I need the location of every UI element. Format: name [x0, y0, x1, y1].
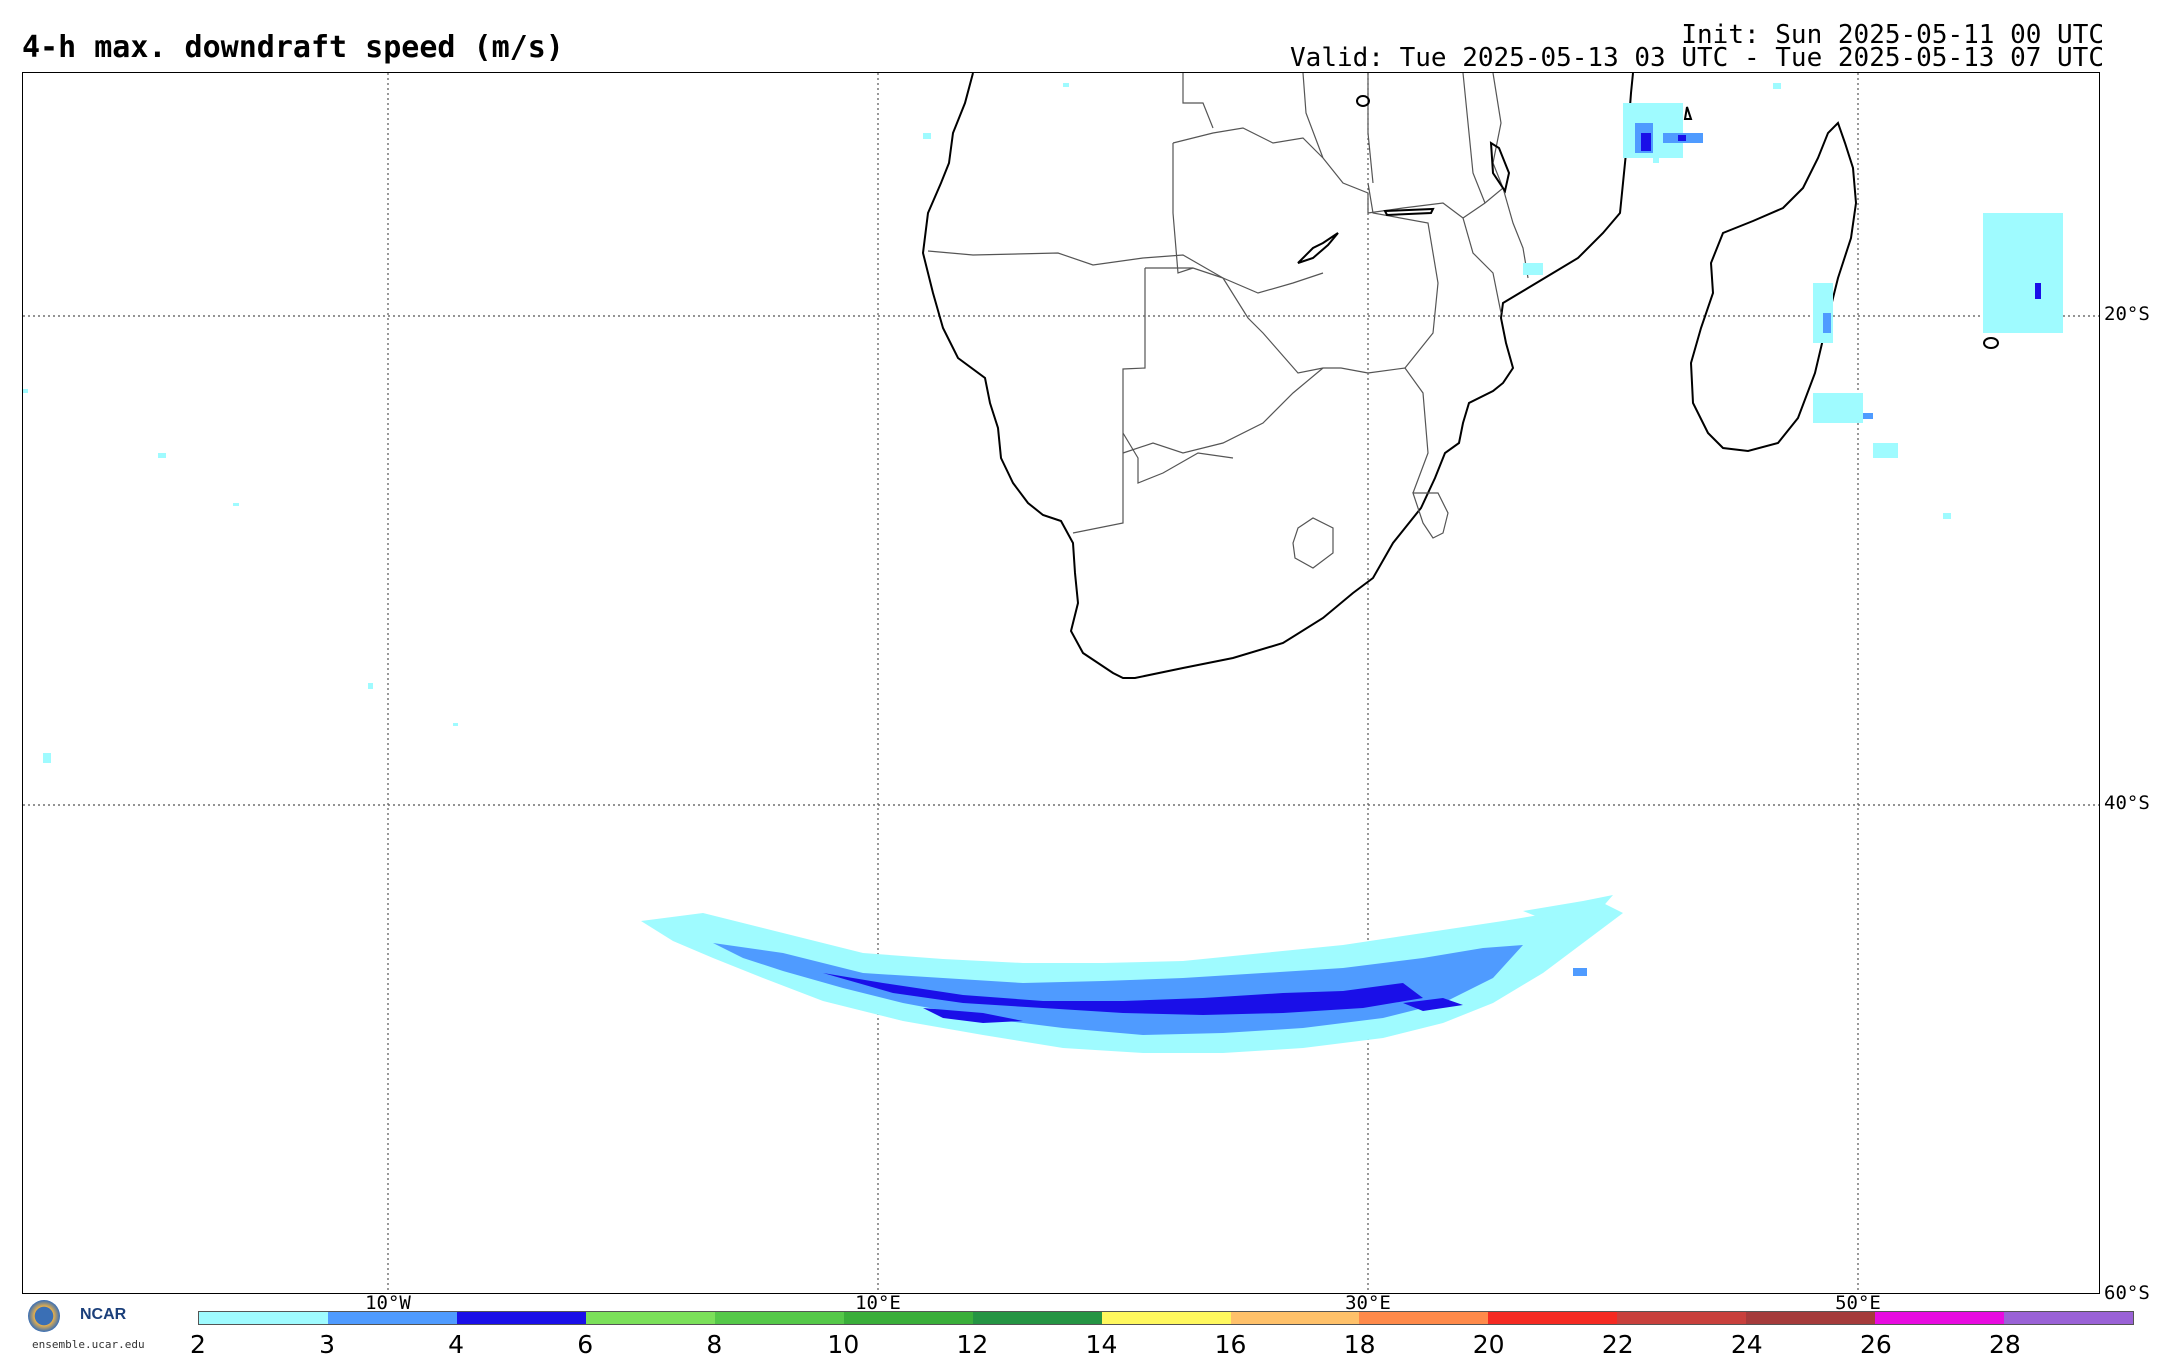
colorbar-tick-label: 2 — [190, 1330, 206, 1359]
colorbar-tick-label: 24 — [1730, 1330, 1763, 1359]
colorbar-tick-label: 6 — [577, 1330, 594, 1359]
colorbar-tick-label: 3 — [319, 1330, 336, 1359]
init-time: Init: Sun 2025-05-11 00 UTC — [1681, 20, 2104, 50]
colorbar-swatch — [327, 1312, 457, 1324]
colorbar-swatch — [1746, 1312, 1876, 1324]
colorbar-tick-label: 16 — [1214, 1330, 1247, 1359]
map-title: 4-h max. downdraft speed (m/s) — [22, 30, 564, 65]
lon-label-10w: 10°W — [365, 1292, 411, 1314]
colorbar-tick-label: 8 — [706, 1330, 723, 1359]
scattered-cells-strong — [1641, 133, 2041, 299]
colorbar-swatch — [1875, 1312, 2005, 1324]
nsf-seal-icon — [28, 1300, 60, 1332]
colorbar-swatch — [714, 1312, 844, 1324]
reunion-outline — [1983, 337, 1999, 349]
scattered-cells — [23, 83, 2063, 763]
valid-time: Valid: Tue 2025-05-13 03 UTC - Tue 2025-… — [1290, 43, 2104, 73]
lat-label-20s: 20°S — [2104, 303, 2150, 325]
comoros-outline — [1683, 106, 1693, 120]
colorbar-swatch — [1230, 1312, 1360, 1324]
map-canvas — [23, 73, 2099, 1293]
lake-cahora — [1383, 207, 1435, 217]
colorbar-swatch — [843, 1312, 973, 1324]
colorbar-tick-label: 20 — [1472, 1330, 1505, 1359]
colorbar-swatch — [456, 1312, 586, 1324]
scattered-cells-mid — [1573, 123, 1873, 976]
logo-url: ensemble.ucar.edu — [32, 1338, 145, 1351]
colorbar-swatch — [199, 1312, 328, 1324]
lake-malawi — [1489, 141, 1511, 194]
madagascar-coastline — [1689, 121, 1858, 453]
colorbar — [198, 1311, 2134, 1325]
downdraft-swath — [641, 895, 1623, 1053]
ncar-wordmark: NCAR — [80, 1306, 127, 1323]
lake-kariba — [1297, 232, 1339, 264]
lake-mweru — [1356, 95, 1370, 107]
map-panel[interactable] — [22, 72, 2100, 1294]
colorbar-tick-label: 12 — [956, 1330, 989, 1359]
lat-label-60s: 60°S — [2104, 1282, 2150, 1304]
lon-label-30e: 30°E — [1345, 1292, 1391, 1314]
colorbar-swatch — [1101, 1312, 1231, 1324]
colorbar-tick-label: 18 — [1343, 1330, 1376, 1359]
africa-coastline — [921, 73, 1634, 679]
colorbar-swatch — [972, 1312, 1102, 1324]
ncar-logo: NCAR ensemble.ucar.edu — [24, 1296, 154, 1352]
lon-label-10e: 10°E — [855, 1292, 901, 1314]
country-borders — [927, 73, 1529, 569]
colorbar-swatch — [1359, 1312, 1489, 1324]
colorbar-tick-label: 14 — [1085, 1330, 1118, 1359]
graticule — [23, 73, 2099, 1293]
colorbar-swatch — [585, 1312, 715, 1324]
colorbar-swatch — [1488, 1312, 1618, 1324]
colorbar-tick-label: 22 — [1601, 1330, 1634, 1359]
colorbar-swatch — [1617, 1312, 1747, 1324]
colorbar-tick-label: 26 — [1859, 1330, 1892, 1359]
colorbar-tick-label: 28 — [1989, 1330, 2021, 1359]
colorbar-swatch — [2004, 1312, 2134, 1324]
lat-label-40s: 40°S — [2104, 792, 2150, 814]
colorbar-tick-label: 4 — [448, 1330, 465, 1359]
lon-label-50e: 50°E — [1835, 1292, 1881, 1314]
colorbar-tick-label: 10 — [827, 1330, 860, 1359]
